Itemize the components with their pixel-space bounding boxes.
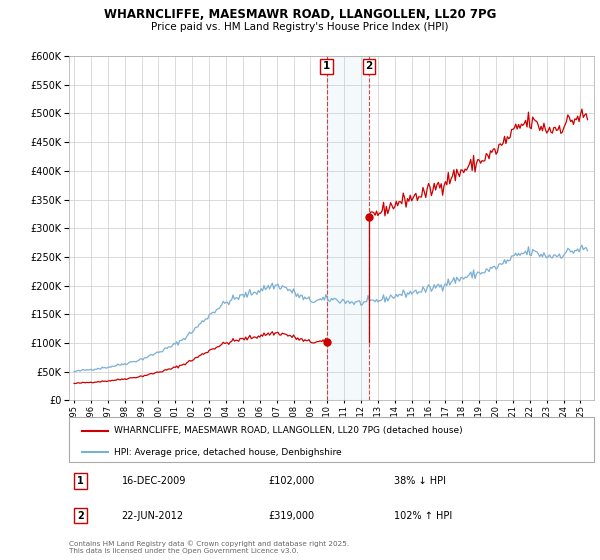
Text: WHARNCLIFFE, MAESMAWR ROAD, LLANGOLLEN, LL20 7PG: WHARNCLIFFE, MAESMAWR ROAD, LLANGOLLEN, … bbox=[104, 8, 496, 21]
Text: WHARNCLIFFE, MAESMAWR ROAD, LLANGOLLEN, LL20 7PG (detached house): WHARNCLIFFE, MAESMAWR ROAD, LLANGOLLEN, … bbox=[113, 426, 462, 435]
Text: 1: 1 bbox=[77, 476, 84, 486]
Text: HPI: Average price, detached house, Denbighshire: HPI: Average price, detached house, Denb… bbox=[113, 447, 341, 456]
FancyBboxPatch shape bbox=[69, 417, 594, 462]
Text: 1: 1 bbox=[323, 61, 330, 71]
Text: 2: 2 bbox=[365, 61, 373, 71]
Text: 102% ↑ HPI: 102% ↑ HPI bbox=[395, 511, 453, 521]
Bar bbox=[326, 56, 369, 400]
Text: 16-DEC-2009: 16-DEC-2009 bbox=[121, 476, 186, 486]
Text: 22-JUN-2012: 22-JUN-2012 bbox=[121, 511, 184, 521]
Text: 38% ↓ HPI: 38% ↓ HPI bbox=[395, 476, 446, 486]
Text: Contains HM Land Registry data © Crown copyright and database right 2025.
This d: Contains HM Land Registry data © Crown c… bbox=[69, 541, 349, 554]
Text: £319,000: £319,000 bbox=[269, 511, 314, 521]
Text: Price paid vs. HM Land Registry's House Price Index (HPI): Price paid vs. HM Land Registry's House … bbox=[151, 22, 449, 32]
Text: 2: 2 bbox=[77, 511, 84, 521]
Text: £102,000: £102,000 bbox=[269, 476, 315, 486]
